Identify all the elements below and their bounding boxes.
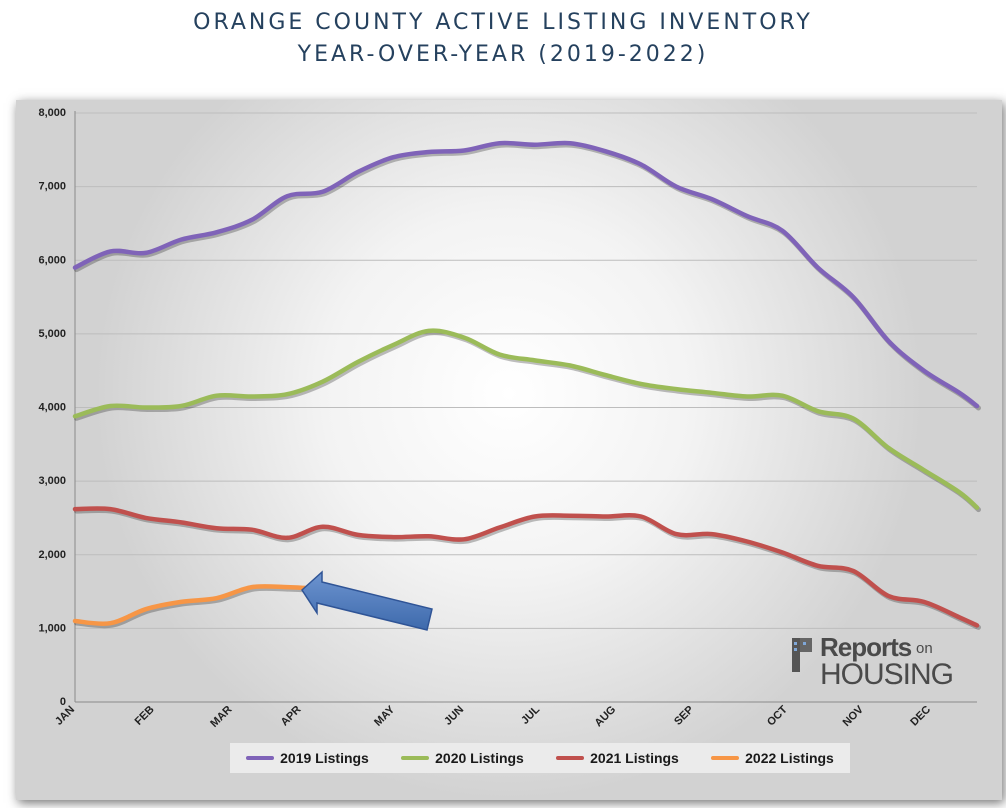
chart-legend: 2019 Listings 2020 Listings 2021 Listing… (230, 743, 850, 773)
x-tick-label: NOV (841, 703, 867, 729)
logo-word-housing: HOUSING (820, 658, 954, 691)
legend-item-2019: 2019 Listings (246, 750, 369, 766)
y-tick-label: 7,000 (38, 181, 66, 193)
series-line-shadow (74, 142, 981, 411)
x-tick-label: AUG (593, 704, 619, 730)
y-tick-label: 1,000 (38, 622, 66, 634)
x-tick-label: JUN (442, 704, 466, 728)
logo-word-reports: Reports (820, 632, 912, 662)
legend-label-2020: 2020 Listings (435, 750, 524, 766)
reports-on-housing-logo: Reports on HOUSING (790, 630, 965, 691)
legend-label-2022: 2022 Listings (745, 750, 834, 766)
series-line-2021 (72, 506, 980, 628)
y-tick-label: 6,000 (38, 254, 66, 266)
x-tick-label: DEC (908, 704, 933, 729)
y-tick-label: 3,000 (38, 475, 66, 487)
legend-item-2022: 2022 Listings (711, 750, 834, 766)
x-tick-label: FEB (133, 704, 157, 728)
legend-swatch-2019 (246, 756, 275, 760)
x-tick-label: JUL (519, 703, 542, 726)
x-tick-label: OCT (765, 703, 790, 728)
y-tick-label: 0 (60, 696, 66, 708)
legend-label-2019: 2019 Listings (280, 750, 369, 766)
series-line-2022 (72, 584, 308, 627)
y-tick-label: 8,000 (38, 107, 66, 119)
legend-item-2020: 2020 Listings (401, 750, 524, 766)
series-line-shadow (74, 585, 309, 629)
legend-swatch-2020 (401, 756, 430, 760)
y-tick-label: 4,000 (38, 402, 66, 414)
legend-swatch-2022 (711, 756, 740, 760)
legend-label-2021: 2021 Listings (590, 750, 679, 766)
y-tick-label: 2,000 (38, 549, 66, 561)
x-tick-label: SEP (672, 704, 696, 728)
series-lines (72, 140, 981, 630)
legend-swatch-2021 (556, 756, 585, 760)
axes (74, 111, 977, 703)
x-tick-label: JAN (53, 704, 77, 728)
gridlines (75, 112, 977, 629)
chart-title-line2: YEAR-OVER-YEAR (2019-2022) (297, 42, 709, 67)
y-tick-label: 5,000 (38, 328, 66, 340)
x-tick-label: MAY (372, 703, 398, 729)
chart-panel (16, 100, 1002, 800)
legend-item-2021: 2021 Listings (556, 750, 679, 766)
logo-word-on: on (916, 640, 933, 657)
series-line-2019 (72, 140, 980, 409)
chart-title-line1: ORANGE COUNTY ACTIVE LISTING INVENTORY (193, 10, 813, 35)
x-tick-label: MAR (208, 704, 234, 730)
annotation-arrow (301, 570, 433, 631)
series-line-2020 (72, 328, 980, 510)
logo-building-icon (792, 638, 812, 672)
x-tick-label: APR (279, 704, 304, 729)
